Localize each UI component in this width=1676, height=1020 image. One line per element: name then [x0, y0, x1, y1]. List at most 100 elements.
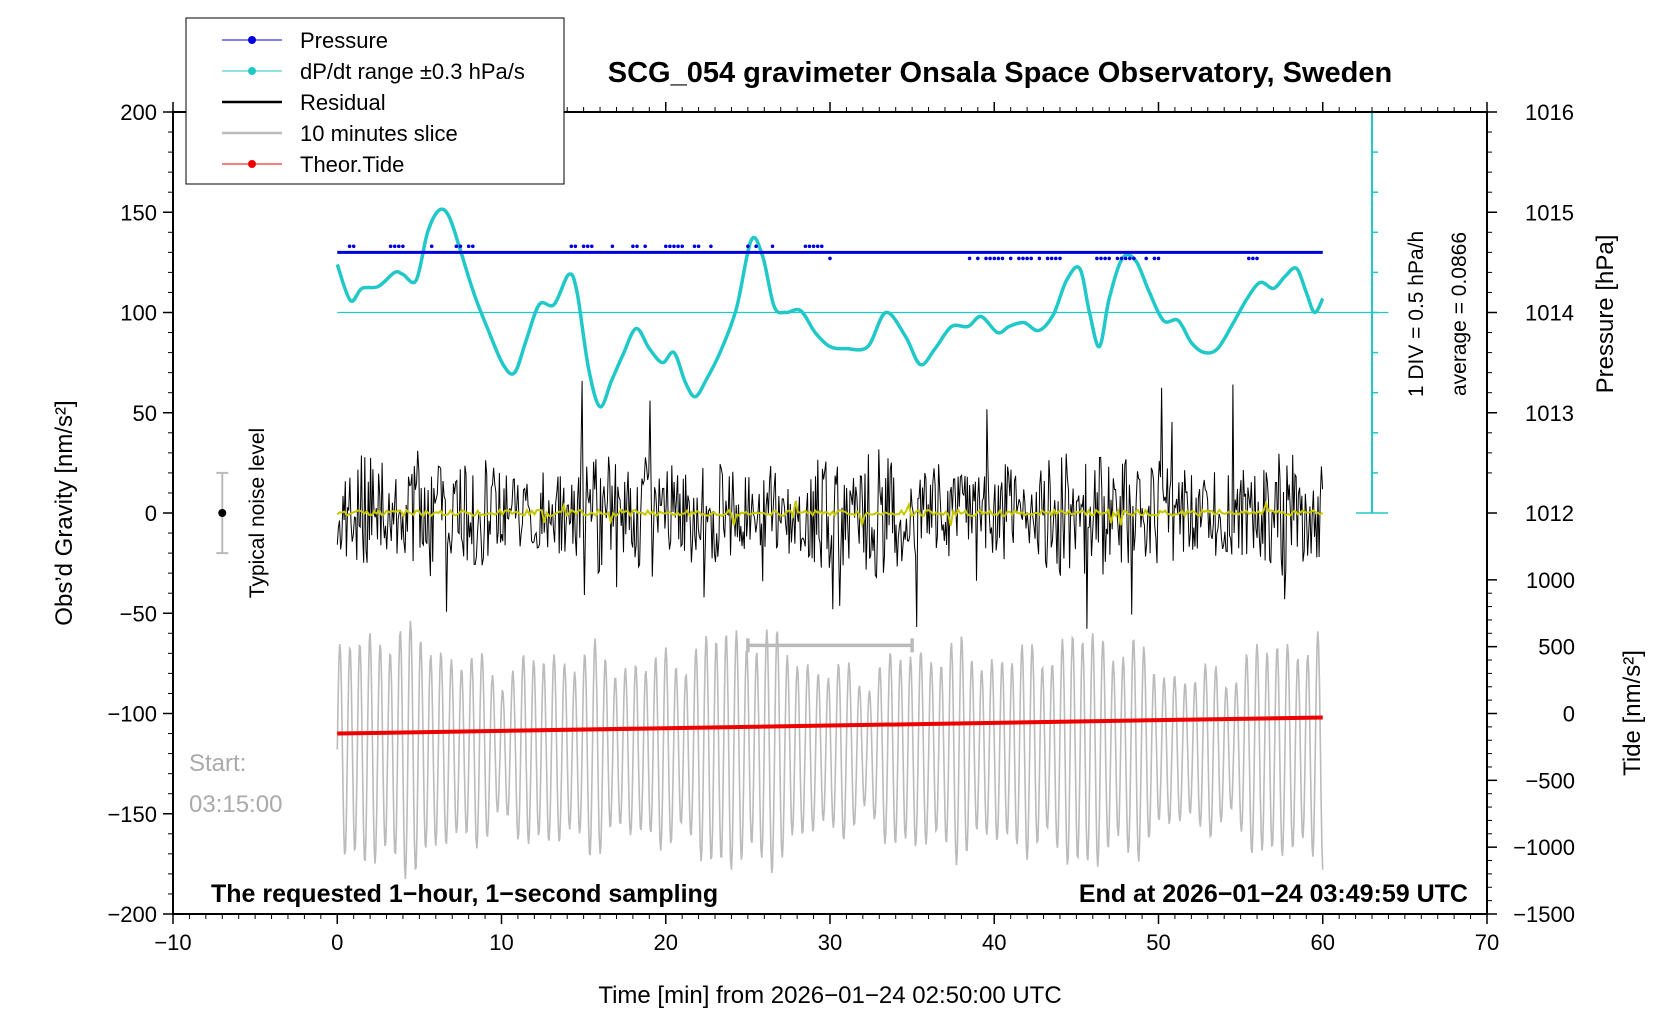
- legend-label-dpdt: dP/dt range ±0.3 hPa/s: [300, 59, 525, 84]
- pressure-point: [392, 244, 397, 249]
- tide-line: [337, 715, 1323, 736]
- pressure-point: [1128, 256, 1132, 261]
- pressure-point: [1115, 256, 1120, 261]
- pressure-point: [471, 244, 475, 249]
- x-tick-label: 50: [1146, 930, 1170, 955]
- pressure-point: [610, 244, 615, 249]
- noise-point: [218, 509, 227, 517]
- pressure-point: [746, 244, 750, 249]
- pressure-point: [976, 256, 980, 261]
- y-tick-label: 100: [120, 301, 157, 326]
- pressure-point: [569, 244, 574, 249]
- x-tick-label: 0: [331, 930, 343, 955]
- pressure-point: [668, 244, 672, 249]
- pressure-scale-avg-label: average = 0.0866: [1448, 232, 1471, 396]
- pressure-point: [664, 244, 668, 249]
- pressure-point: [590, 244, 594, 249]
- tide-tick-label: −500: [1525, 768, 1575, 793]
- dpdt-series: [335, 207, 1389, 409]
- legend-entry-residual: Residual: [222, 90, 386, 115]
- chart-markers: [216, 111, 1389, 653]
- x-tick-label: 30: [818, 930, 842, 955]
- pressure-tick-label: 1016: [1525, 100, 1574, 125]
- y-tick-label: −200: [107, 902, 157, 927]
- legend-entry-dpdt: dP/dt range ±0.3 hPa/s: [222, 59, 525, 84]
- pressure-point: [1045, 256, 1050, 261]
- legend-marker-tide: [248, 160, 256, 168]
- pressure-point: [820, 244, 824, 249]
- legend-label-tide: Theor.Tide: [300, 152, 404, 177]
- x-tick-label: 70: [1475, 930, 1499, 955]
- bottom-left-note: The requested 1−hour, 1−second sampling: [211, 880, 718, 908]
- pressure-point: [347, 244, 352, 249]
- x-tick-label: −10: [154, 930, 191, 955]
- y-tick-label: −50: [120, 601, 157, 626]
- legend-entry-slice: 10 minutes slice: [222, 121, 458, 146]
- pressure-point: [1123, 256, 1128, 261]
- y-tick-label: 0: [145, 501, 157, 526]
- pressure-point: [1152, 256, 1157, 261]
- legend-label-pressure: Pressure: [300, 28, 388, 53]
- y-tick-label: −150: [107, 802, 157, 827]
- y-tick-label: −100: [107, 702, 157, 727]
- bottom-right-note: End at 2026−01−24 03:49:59 UTC: [1079, 880, 1468, 908]
- legend: Pressure dP/dt range ±0.3 hPa/s Residual…: [185, 17, 565, 185]
- residual-smoothed-series: [336, 500, 1324, 528]
- dpdt-line: [335, 207, 1325, 409]
- legend-label-residual: Residual: [300, 90, 386, 115]
- tide-tick-label: −1000: [1513, 835, 1575, 860]
- pressure-point: [1099, 256, 1103, 261]
- slice-series: [336, 620, 1324, 879]
- pressure-point: [631, 244, 635, 249]
- x-tick-label: 20: [654, 930, 678, 955]
- x-tick-label: 10: [489, 930, 513, 955]
- pressure-point: [1156, 256, 1161, 261]
- tide-tick-label: 500: [1538, 635, 1575, 660]
- legend-entry-pressure: Pressure: [222, 28, 388, 53]
- pressure-point: [1255, 256, 1259, 261]
- x-tick-label: 60: [1311, 930, 1335, 955]
- pressure-point: [692, 244, 697, 249]
- pressure-point: [1000, 256, 1005, 261]
- pressure-scale-div-label: 1 DIV = 0.5 hPa/h: [1405, 231, 1428, 397]
- pressure-point: [811, 244, 816, 249]
- pressure-point: [996, 256, 1001, 261]
- pressure-point: [581, 244, 586, 249]
- pressure-point: [1058, 256, 1062, 261]
- pressure-point: [1029, 256, 1033, 261]
- pressure-point: [1008, 256, 1013, 261]
- pressure-point: [988, 256, 992, 261]
- tide-tick-label: 1000: [1526, 568, 1575, 593]
- y-axis-label-tide: Tide [nm/s²]: [1619, 650, 1646, 776]
- pressure-point: [1049, 256, 1054, 261]
- residual-smoothed-line: [336, 500, 1324, 528]
- pressure-point: [680, 244, 684, 249]
- pressure-point: [351, 244, 356, 249]
- residual-line: [336, 380, 1324, 629]
- pressure-point: [984, 256, 988, 261]
- tide-tick-label: 0: [1563, 702, 1575, 727]
- pressure-point: [807, 244, 812, 249]
- y-tick-label: 200: [120, 100, 157, 125]
- pressure-point: [770, 244, 775, 249]
- pressure-point: [1037, 256, 1042, 261]
- residual-series: [336, 380, 1324, 629]
- chart-title: SCG_054 gravimeter Onsala Space Observat…: [608, 57, 1392, 89]
- pressure-point: [454, 244, 459, 249]
- pressure-point: [1054, 256, 1058, 261]
- slice-line: [336, 620, 1324, 879]
- pressure-point: [672, 244, 676, 249]
- legend-label-slice: 10 minutes slice: [300, 121, 458, 146]
- pressure-tick-label: 1013: [1525, 401, 1574, 426]
- pressure-point: [1144, 256, 1148, 261]
- pressure-point: [401, 244, 405, 249]
- pressure-point: [643, 244, 647, 249]
- pressure-tick-label: 1012: [1525, 501, 1574, 526]
- pressure-point: [635, 244, 639, 249]
- pressure-point: [1103, 256, 1107, 261]
- legend-marker-pressure: [248, 36, 256, 44]
- pressure-point: [815, 244, 820, 249]
- pressure-point: [1247, 256, 1251, 261]
- pressure-point: [828, 256, 832, 261]
